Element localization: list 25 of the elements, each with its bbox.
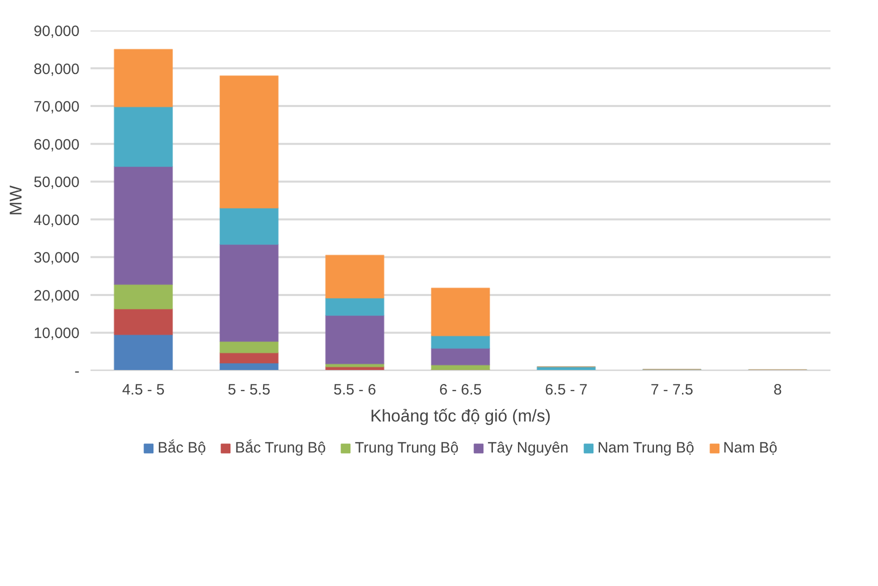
y-tick-label: 20,000	[34, 287, 80, 304]
legend-label: Trung Trung Bộ	[354, 440, 459, 456]
x-tick-label: 8	[773, 382, 782, 398]
y-tick-label: 40,000	[34, 212, 80, 229]
x-tick-label: 6 - 6.5	[439, 382, 482, 398]
x-tick-label: 7 - 7.5	[650, 382, 694, 398]
legend-label: Tây Nguyên	[488, 440, 568, 456]
x-tick-label: 5 - 5.5	[228, 382, 270, 398]
legend-label: Bắc Bộ	[158, 440, 206, 456]
legend-label: Nam Trung Bộ	[597, 440, 694, 456]
legend-label: Nam Bộ	[723, 440, 778, 456]
y-tick-label: -	[74, 363, 80, 380]
y-tick-label: 90,000	[34, 23, 80, 40]
y-tick-label: 50,000	[34, 174, 80, 192]
y-axis-title: MW	[6, 185, 26, 216]
legend-label: Bắc Trung Bộ	[235, 440, 326, 456]
x-axis-title: Khoảng tốc độ gió (m/s)	[370, 406, 551, 426]
x-tick-label: 4.5 - 5	[122, 382, 165, 398]
y-tick-label: 60,000	[34, 136, 80, 154]
x-tick-label: 5.5 - 6	[334, 382, 376, 398]
y-tick-label: 80,000	[34, 60, 80, 78]
y-tick-label: 70,000	[34, 98, 80, 116]
y-tick-label: 30,000	[34, 250, 80, 267]
x-tick-label: 6.5 - 7	[544, 382, 588, 398]
y-tick-label: 10,000	[34, 325, 80, 342]
